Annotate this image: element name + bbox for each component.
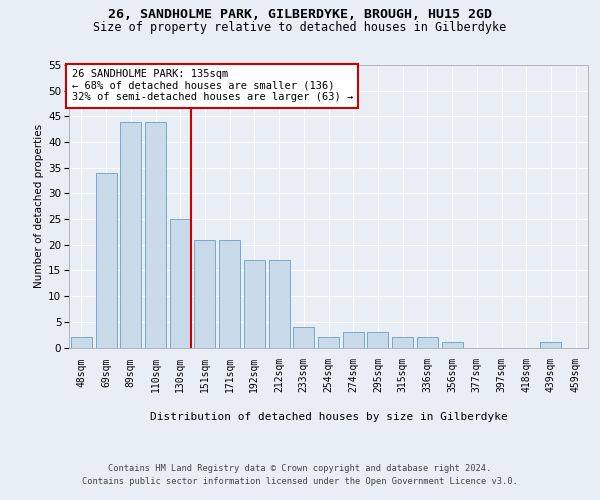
Bar bbox=[95, 173, 116, 348]
Bar bbox=[244, 260, 265, 348]
Text: 26 SANDHOLME PARK: 135sqm
← 68% of detached houses are smaller (136)
32% of semi: 26 SANDHOLME PARK: 135sqm ← 68% of detac… bbox=[71, 69, 353, 102]
Bar bbox=[541, 342, 562, 347]
Text: Size of property relative to detached houses in Gilberdyke: Size of property relative to detached ho… bbox=[94, 21, 506, 34]
Bar bbox=[170, 219, 191, 348]
Bar bbox=[318, 337, 339, 347]
Bar bbox=[392, 337, 413, 347]
Bar bbox=[442, 342, 463, 347]
Bar bbox=[145, 122, 166, 348]
Text: 26, SANDHOLME PARK, GILBERDYKE, BROUGH, HU15 2GD: 26, SANDHOLME PARK, GILBERDYKE, BROUGH, … bbox=[108, 8, 492, 20]
Bar bbox=[219, 240, 240, 348]
Bar bbox=[343, 332, 364, 347]
Text: Contains HM Land Registry data © Crown copyright and database right 2024.: Contains HM Land Registry data © Crown c… bbox=[109, 464, 491, 473]
Bar bbox=[120, 122, 141, 348]
Bar bbox=[293, 327, 314, 347]
Bar bbox=[71, 337, 92, 347]
Text: Contains public sector information licensed under the Open Government Licence v3: Contains public sector information licen… bbox=[82, 478, 518, 486]
Text: Distribution of detached houses by size in Gilberdyke: Distribution of detached houses by size … bbox=[150, 412, 508, 422]
Bar bbox=[194, 240, 215, 348]
Bar bbox=[417, 337, 438, 347]
Y-axis label: Number of detached properties: Number of detached properties bbox=[34, 124, 44, 288]
Bar bbox=[367, 332, 388, 347]
Bar bbox=[269, 260, 290, 348]
